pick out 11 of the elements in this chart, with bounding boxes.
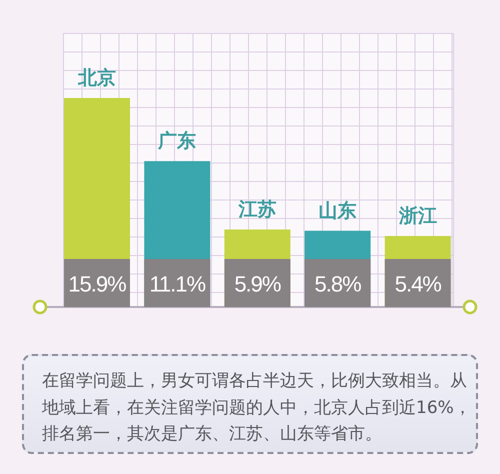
x-tick-label: 浙江 bbox=[398, 205, 437, 228]
data-label: 5.9% bbox=[234, 272, 281, 296]
x-tick-label: 江苏 bbox=[237, 198, 276, 220]
x-tick-label: 山东 bbox=[318, 200, 357, 222]
data-label: 11.1% bbox=[149, 272, 206, 296]
text: 在留学问题上，男女可谓各占半边天，比例大致相当。从地域上看，在关注留学问题的人中，北京人占到近16%，排名第一，其次是广东、江苏、山东等省市。 bbox=[42, 370, 472, 446]
x-tick-label: 北京 bbox=[77, 67, 116, 89]
x-tick-label: 广东 bbox=[157, 130, 196, 152]
data-label: 5.4% bbox=[394, 272, 442, 296]
data-label: 5.8% bbox=[314, 272, 362, 296]
data-label: 15.9% bbox=[68, 272, 126, 296]
